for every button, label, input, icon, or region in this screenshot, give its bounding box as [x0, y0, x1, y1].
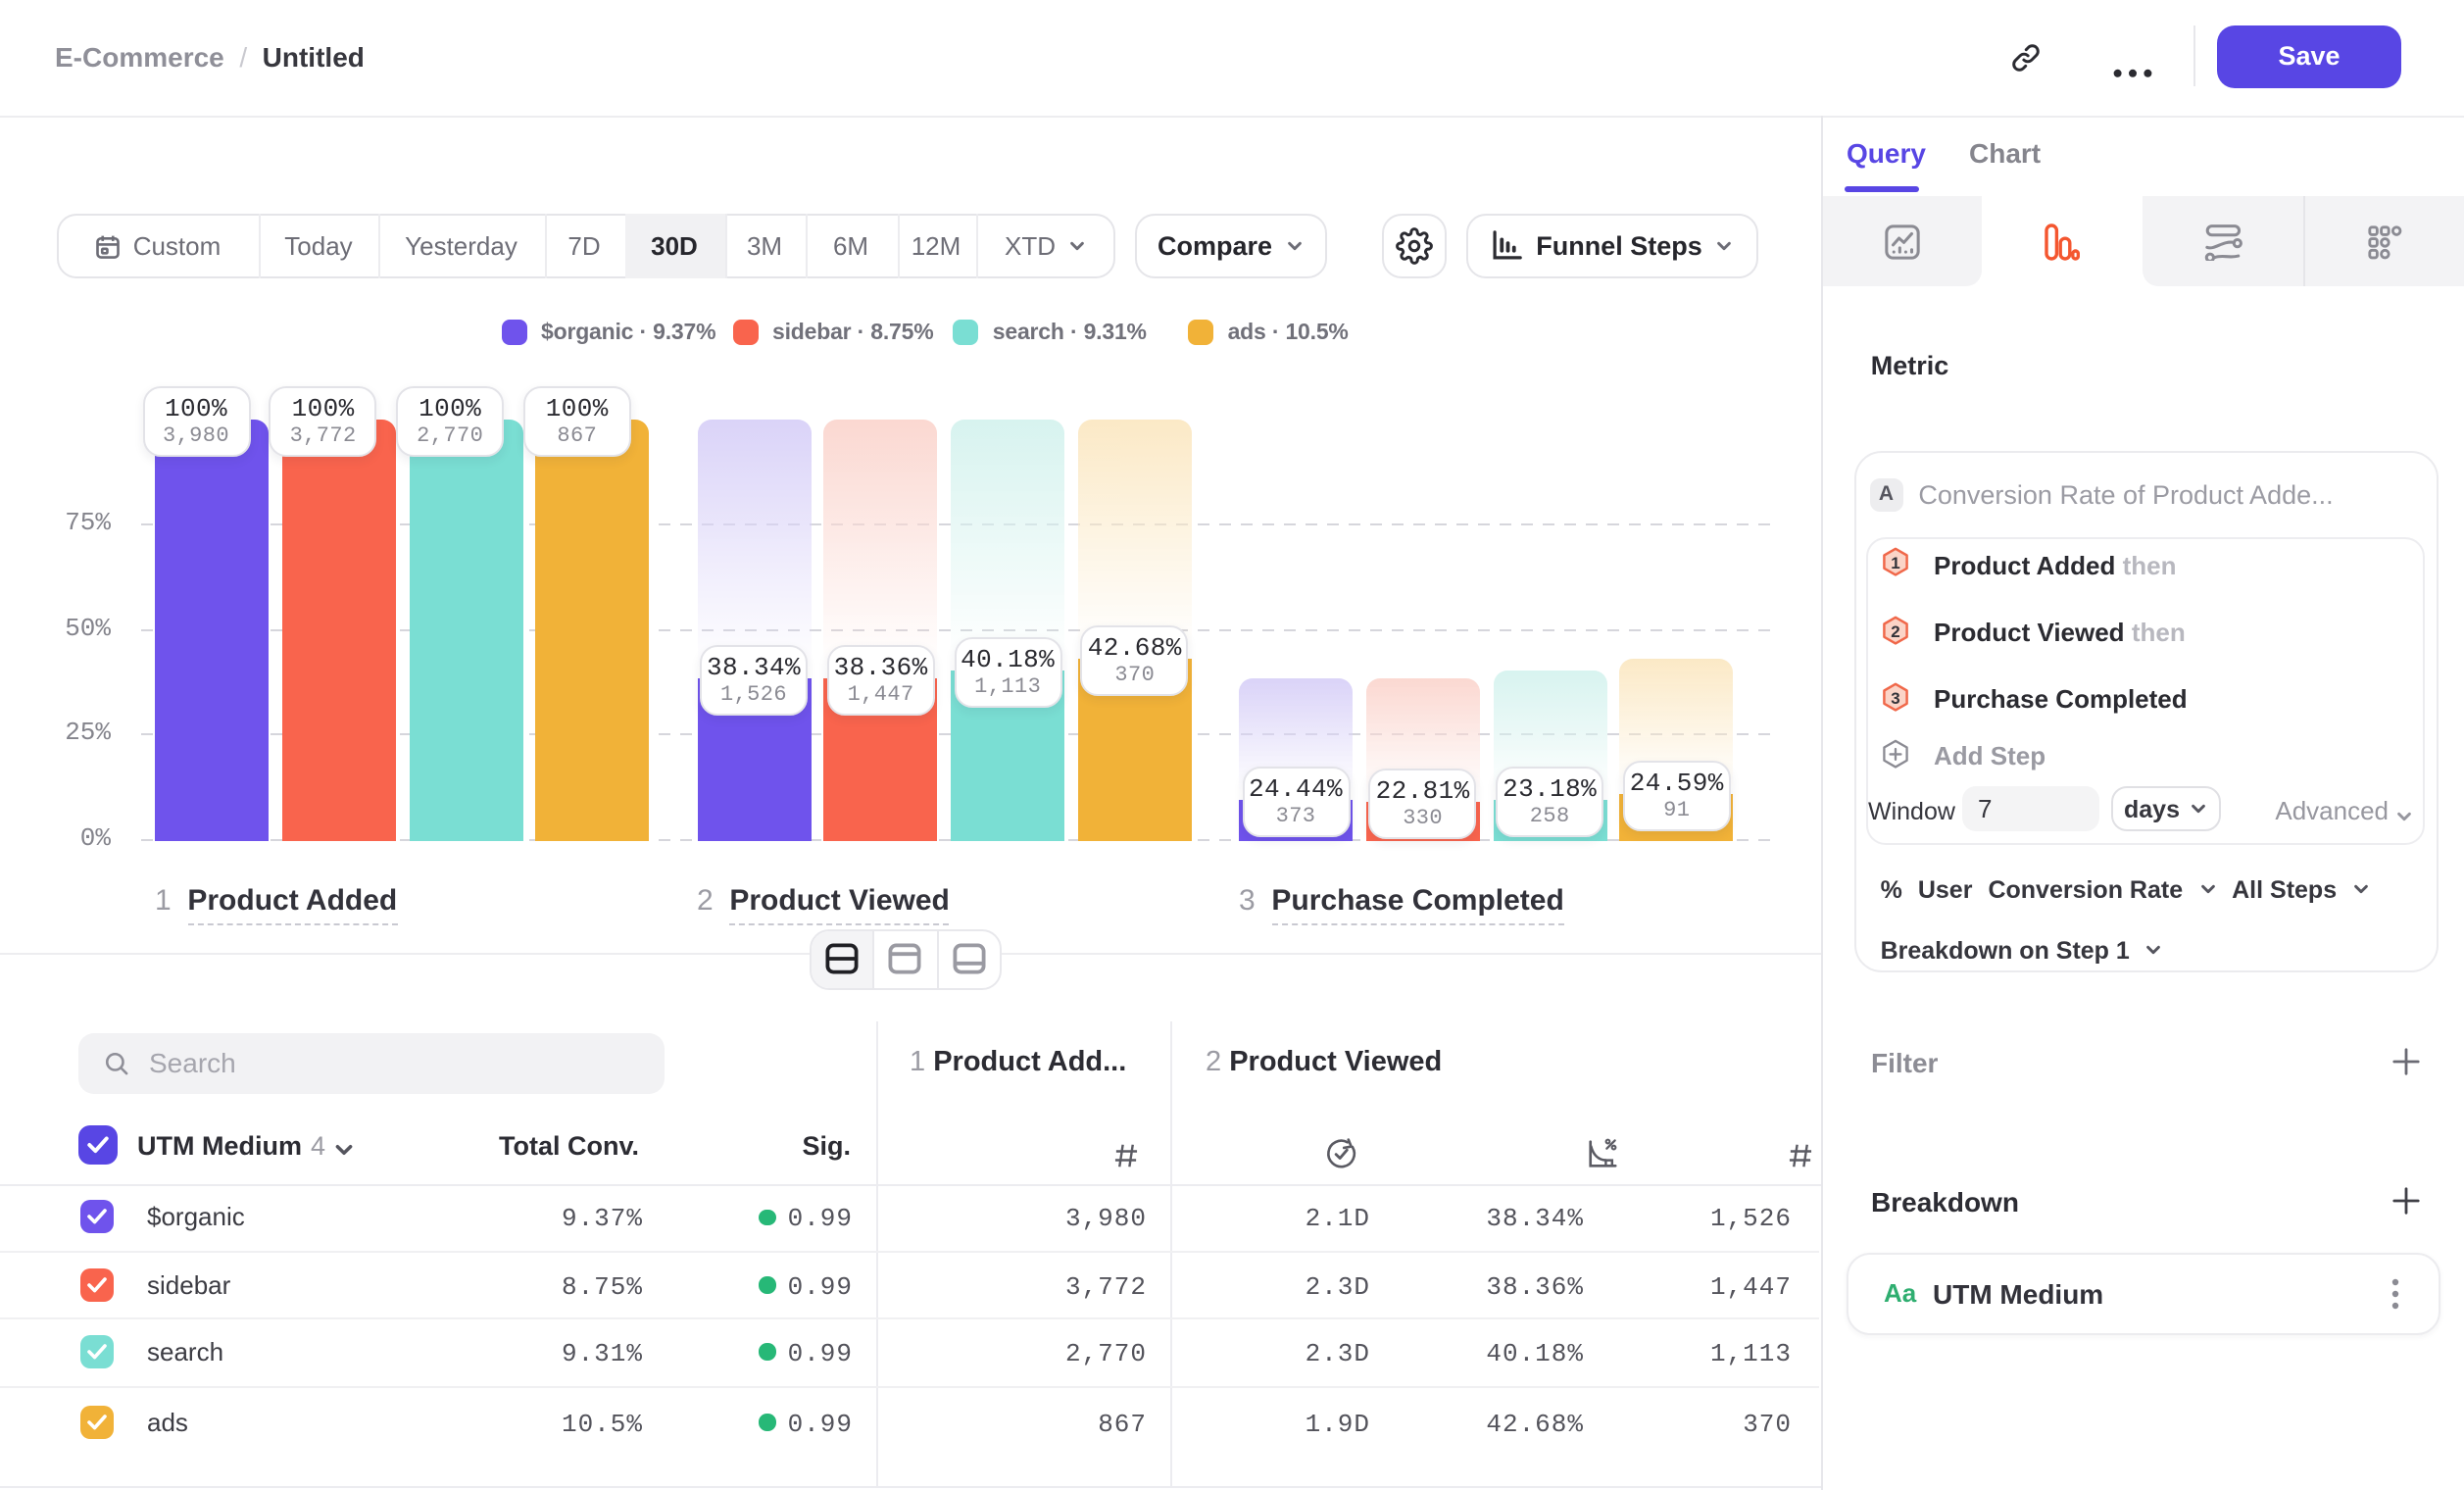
svg-text:1: 1 — [1892, 555, 1900, 573]
svg-text:3: 3 — [1892, 689, 1900, 708]
svg-text:2: 2 — [1892, 621, 1900, 640]
